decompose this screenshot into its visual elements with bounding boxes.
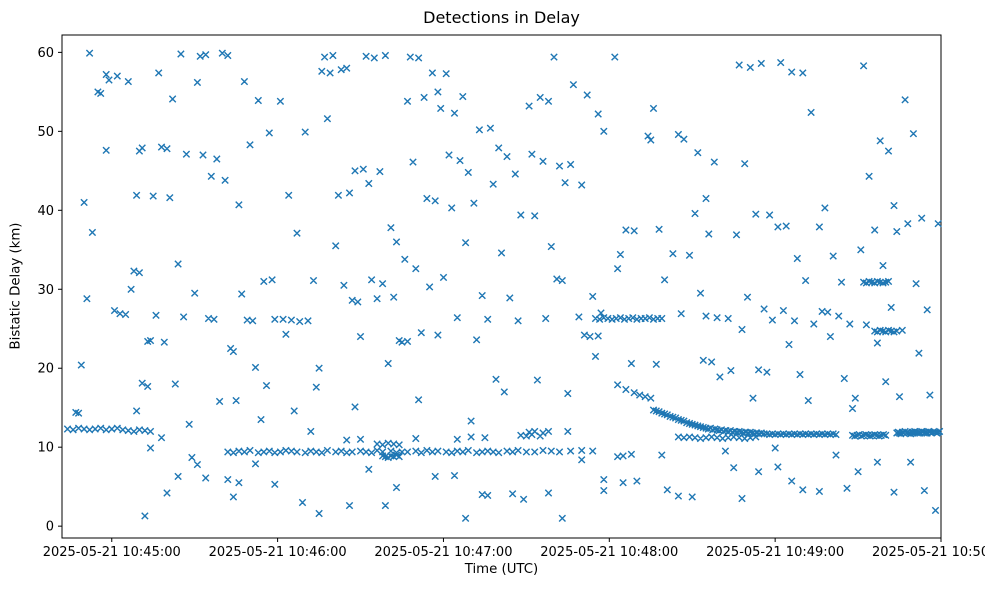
- y-tick-label: 60: [37, 46, 54, 61]
- axes-frame: [61, 34, 942, 539]
- scatter-markers: [63, 49, 944, 522]
- y-tick-label: 20: [37, 362, 54, 377]
- x-tick-label: 2025-05-21 10:47:00: [374, 545, 512, 560]
- y-tick-label: 30: [37, 283, 54, 298]
- y-tick-label: 0: [46, 520, 54, 535]
- x-tick-label: 2025-05-21 10:48:00: [540, 545, 678, 560]
- y-tick-label: 10: [37, 441, 54, 456]
- chart-title: Detections in Delay: [423, 8, 580, 27]
- x-tick-label: 2025-05-21 10:45:00: [43, 545, 181, 560]
- x-tick-label: 2025-05-21 10:50:00: [872, 545, 985, 560]
- x-tick-label: 2025-05-21 10:49:00: [706, 545, 844, 560]
- x-axis-label: Time (UTC): [464, 562, 539, 577]
- y-tick-label: 50: [37, 125, 54, 140]
- y-tick-label: 40: [37, 204, 54, 219]
- x-tick-label: 2025-05-21 10:46:00: [209, 545, 347, 560]
